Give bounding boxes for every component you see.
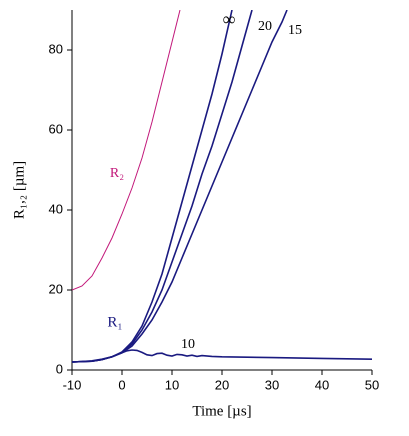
series-label: 20 — [258, 19, 272, 34]
line — [72, 10, 181, 291]
x-tick-label: 50 — [365, 377, 379, 392]
x-tick-label: -10 — [63, 377, 82, 392]
x-tick-label: 30 — [265, 377, 279, 392]
series-label: 15 — [288, 23, 302, 38]
line — [72, 10, 233, 363]
x-tick-label: 20 — [215, 377, 229, 392]
x-tick-label: 40 — [315, 377, 329, 392]
y-tick-label: 80 — [49, 41, 63, 56]
series-label: ∞ — [223, 9, 236, 29]
y-tick-label: 20 — [49, 281, 63, 296]
x-tick-label: 0 — [118, 377, 125, 392]
y-tick-label: 60 — [49, 121, 63, 136]
series-label: 10 — [181, 337, 195, 352]
x-axis-label: Time [µs] — [192, 403, 251, 419]
x-tick-label: 10 — [165, 377, 179, 392]
line — [72, 10, 288, 363]
series-label: R₂ — [110, 166, 124, 181]
y-tick-label: 40 — [49, 201, 63, 216]
line — [72, 349, 372, 363]
y-axis-label: R₁,₂ [µm] — [11, 161, 27, 219]
line — [72, 10, 253, 363]
y-tick-label: 0 — [56, 361, 63, 376]
annotation: R₁ — [107, 314, 122, 330]
